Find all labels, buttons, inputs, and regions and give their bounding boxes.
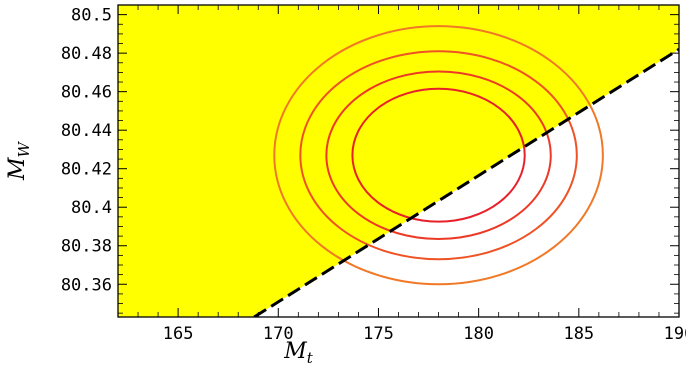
- allowed-region-fill: [118, 5, 679, 317]
- x-axis-label: Mt: [283, 339, 314, 365]
- contour-ellipses: [273, 25, 604, 286]
- y-tick-label: 80.36: [61, 275, 112, 295]
- y-tick-label: 80.48: [61, 44, 112, 64]
- y-axis-ticks: 80.36 80.38 80.4 80.42 80.44 80.46 80.48 80.5: [61, 4, 679, 314]
- plot-area: [118, 5, 679, 317]
- contour-ellipse-3: [299, 50, 578, 261]
- y-tick-label: 80.38: [61, 237, 112, 257]
- y-tick-label: 80.44: [61, 121, 112, 141]
- contour-ellipse-1: [351, 87, 526, 223]
- x-tick-label: 180: [463, 324, 494, 344]
- x-axis-ticks: 165 170 175 180 185 190: [117, 5, 686, 344]
- y-tick-label: 80.5: [71, 6, 112, 26]
- x-tick-label: 175: [363, 324, 394, 344]
- y-axis-label: MW: [5, 140, 33, 181]
- y-tick-label: 80.4: [71, 198, 112, 218]
- boundary-dashed-line: [253, 48, 679, 317]
- x-tick-label: 165: [163, 324, 194, 344]
- x-tick-label: 185: [563, 324, 594, 344]
- y-tick-label: 80.42: [61, 160, 112, 180]
- y-tick-label: 80.46: [61, 83, 112, 103]
- contour-ellipse-4: [273, 25, 604, 286]
- x-tick-label: 190: [664, 324, 686, 344]
- x-tick-label: 170: [263, 324, 294, 344]
- contour-ellipse-2: [325, 70, 552, 241]
